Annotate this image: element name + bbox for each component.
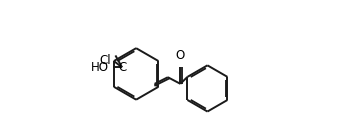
Text: C: C (118, 61, 126, 74)
Text: Cl: Cl (100, 54, 112, 67)
Text: O: O (176, 49, 185, 62)
Text: HO: HO (91, 61, 109, 74)
